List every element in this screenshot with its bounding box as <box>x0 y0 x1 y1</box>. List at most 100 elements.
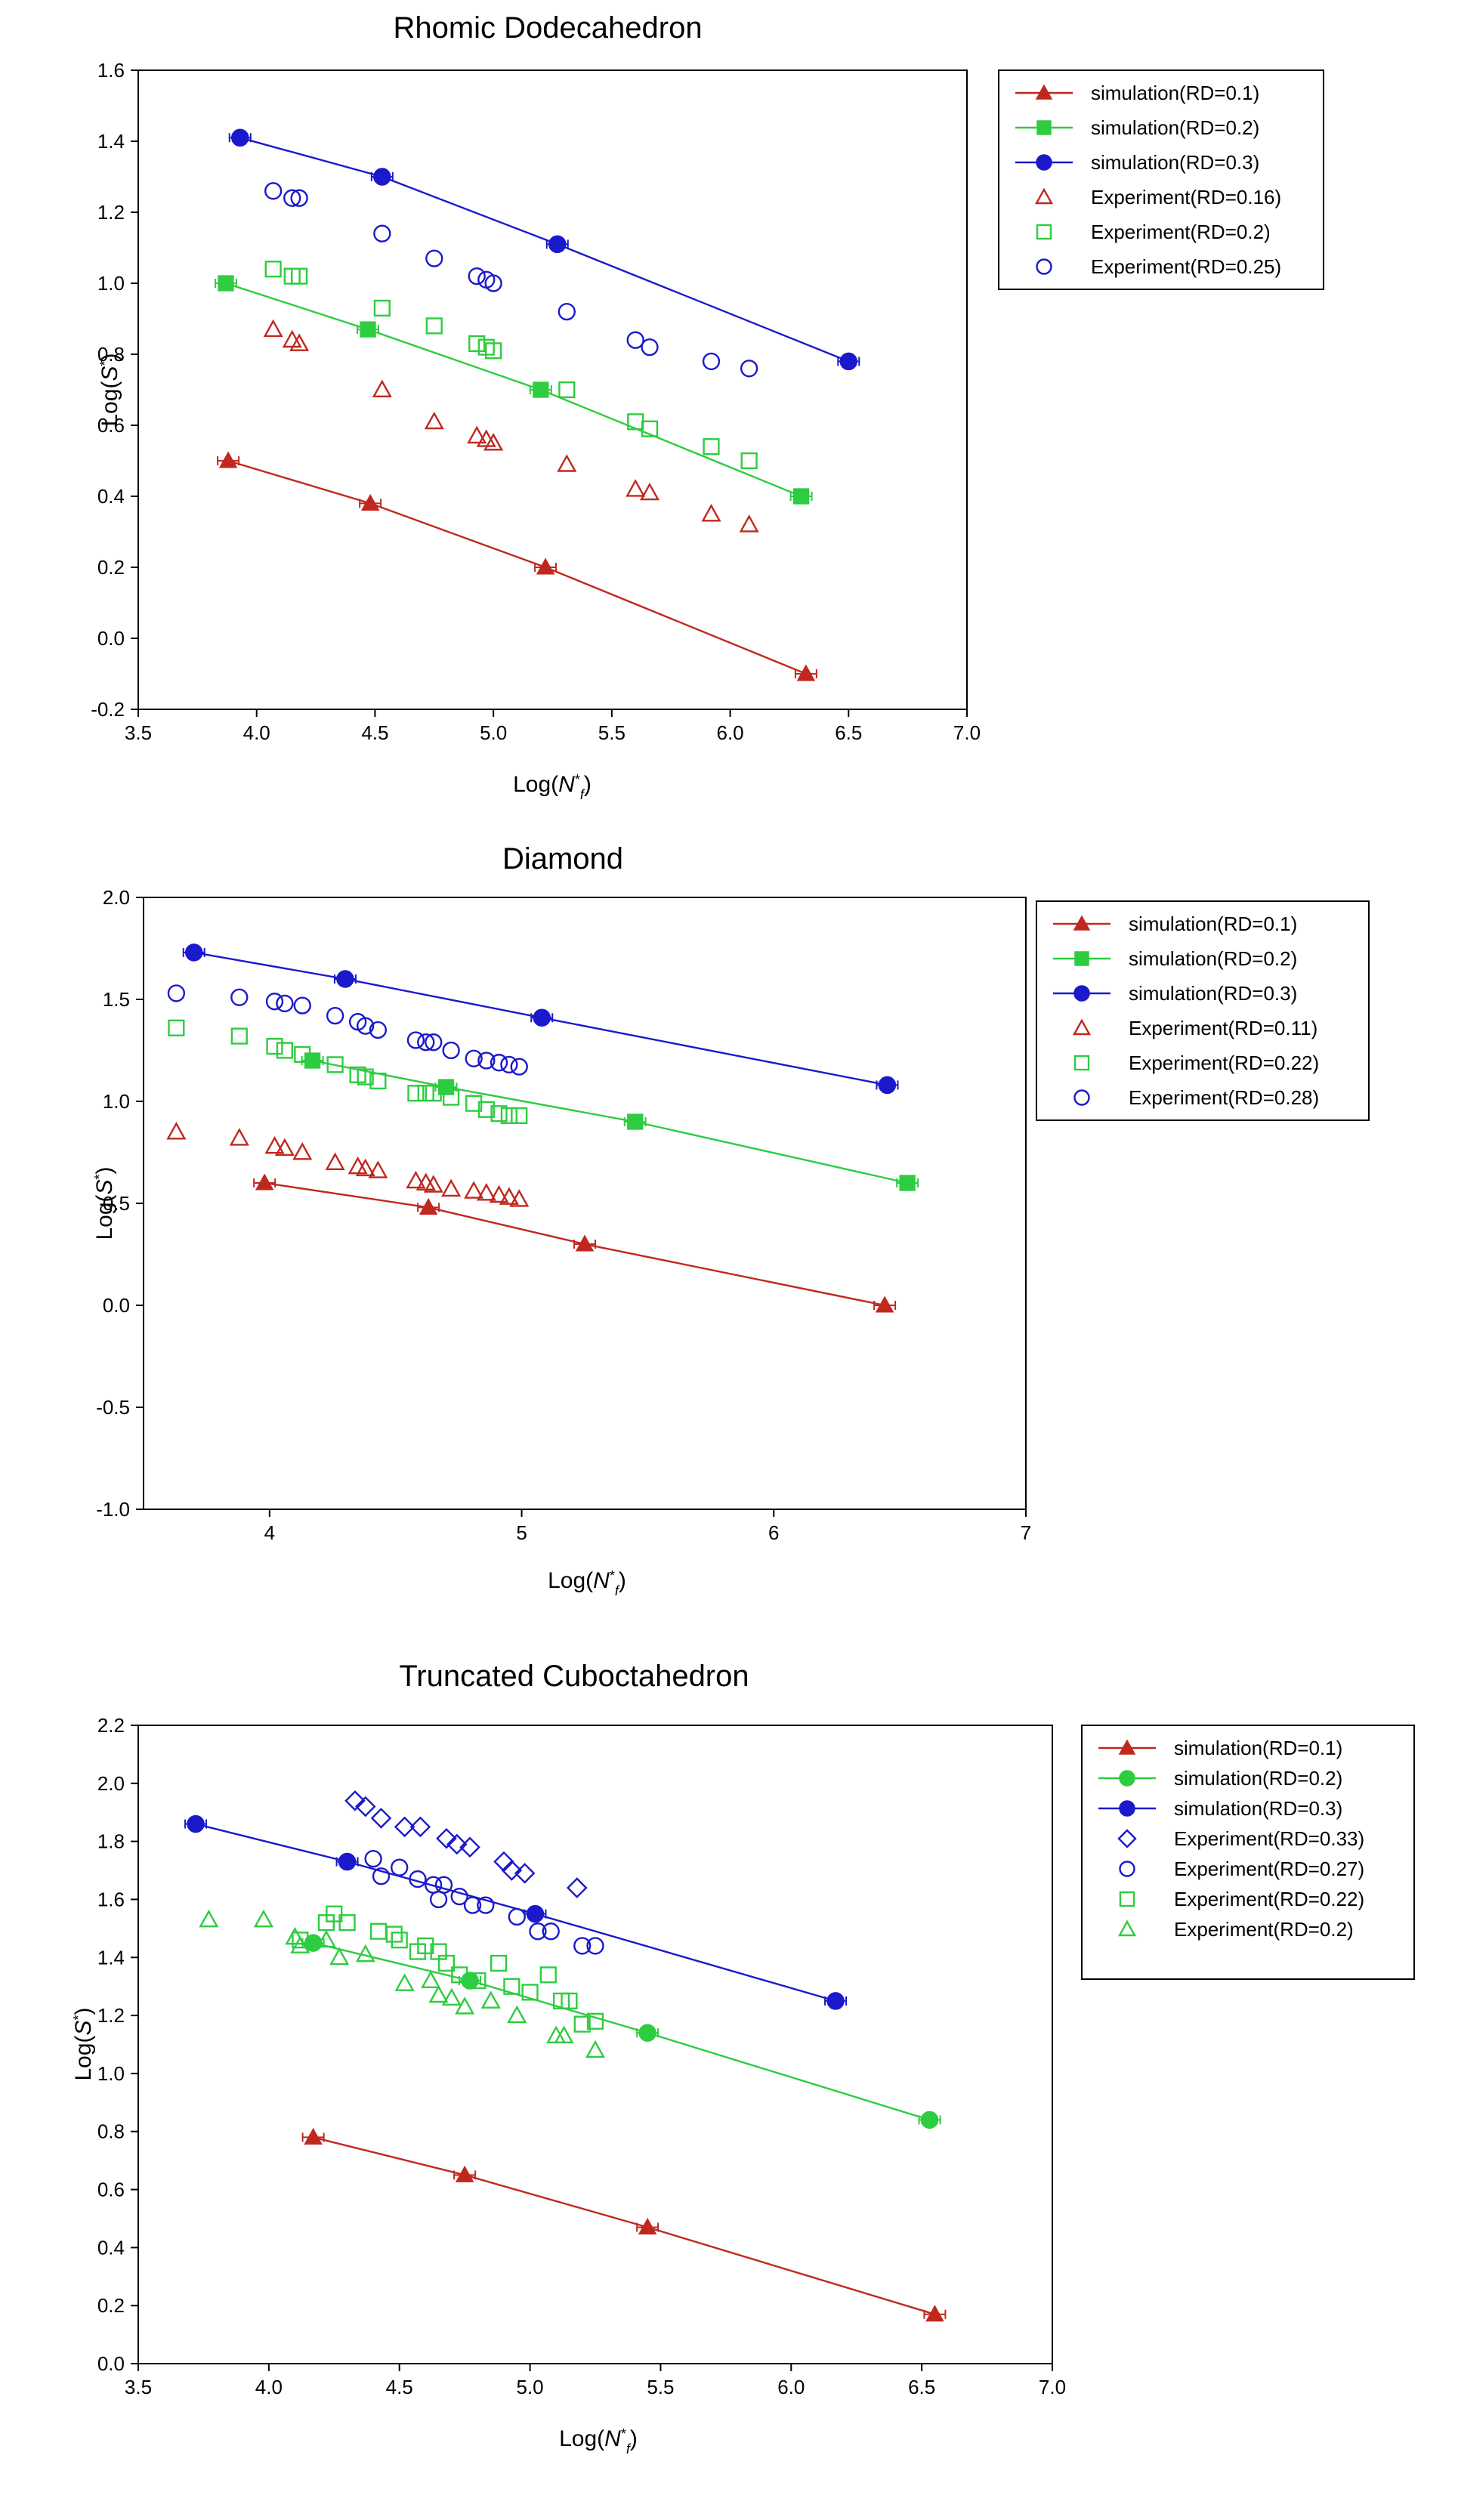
y-tick-label: 0.8 <box>97 343 125 366</box>
data-point <box>485 342 502 360</box>
data-point <box>500 1055 518 1074</box>
data-point <box>253 1909 273 1928</box>
series-3 <box>166 1122 530 1207</box>
legend-items: simulation(RD=0.1) simulation(RD=0.2) simu… <box>1053 913 1319 1109</box>
data-point <box>184 943 203 962</box>
legend: simulation(RD=0.1) simulation(RD=0.2) simu… <box>1036 900 1370 1121</box>
data-point <box>627 1113 644 1130</box>
data-point <box>899 1175 916 1191</box>
data-point <box>455 2165 474 2182</box>
data-point <box>385 1926 403 1943</box>
data-point <box>372 1867 391 1885</box>
data-point <box>586 2012 604 2030</box>
data-point <box>500 1107 517 1124</box>
y-tick-label: 1.6 <box>97 1888 125 1910</box>
chart-rhombic-dodecahedron: Rhomic Dodecahedron 3.5 4.0 4.5 5.0 5.5 6.0 6.… <box>91 11 1324 802</box>
data-point <box>638 2024 656 2042</box>
y-tick-label: 1.8 <box>97 1830 125 1853</box>
x-tick-label: 5.0 <box>480 721 507 744</box>
legend-label: Experiment(RD=0.27) <box>1174 1858 1364 1880</box>
data-point <box>533 381 549 398</box>
legend-label: Experiment(RD=0.33) <box>1174 1827 1364 1850</box>
chart-title: Diamond <box>502 842 623 876</box>
x-tick-label: 7.0 <box>953 721 981 744</box>
data-point <box>740 452 758 470</box>
data-point <box>230 1027 248 1045</box>
data-point <box>459 1836 480 1858</box>
data-point <box>326 1056 344 1073</box>
data-point <box>638 2217 657 2235</box>
legend-marker <box>1034 187 1054 205</box>
x-tick-label: 5.5 <box>598 721 626 744</box>
data-point <box>316 1929 336 1948</box>
legend-items: simulation(RD=0.1) simulation(RD=0.2) simu… <box>1015 82 1281 278</box>
data-point <box>218 275 234 292</box>
data-point <box>294 1045 311 1063</box>
series-0 <box>217 451 817 681</box>
series-1 <box>214 275 813 505</box>
data-point <box>477 1101 495 1118</box>
x-axis-label: Log(N*f) <box>548 1568 626 1598</box>
series-line <box>227 459 807 675</box>
data-point <box>168 1019 185 1036</box>
data-point <box>357 1017 375 1035</box>
data-point <box>304 2127 323 2145</box>
data-point <box>264 261 282 278</box>
data-point <box>526 1904 545 1923</box>
data-point <box>434 1876 453 1894</box>
data-point <box>360 321 376 338</box>
data-point <box>421 1970 441 1989</box>
data-point <box>437 1954 456 1972</box>
y-axis-label: Log(S*) <box>92 1166 117 1240</box>
series-5 <box>167 984 528 1076</box>
data-point <box>409 1816 431 1838</box>
x-tick-label: 6.5 <box>835 721 862 744</box>
y-tick-label: 1.4 <box>97 130 125 153</box>
data-point <box>425 249 443 267</box>
y-tick-label: 2.0 <box>103 886 130 909</box>
legend-marker <box>1119 1770 1135 1787</box>
series-group <box>166 943 919 1313</box>
chart-title: Rhomic Dodecahedron <box>393 11 702 45</box>
legend-label: Experiment(RD=0.2) <box>1091 221 1271 243</box>
data-point <box>265 993 284 1011</box>
data-point <box>406 1170 426 1189</box>
data-point <box>557 454 577 472</box>
data-point <box>293 996 311 1014</box>
data-point <box>573 1937 592 1955</box>
data-point <box>230 988 249 1006</box>
data-point <box>477 1052 496 1070</box>
data-point <box>443 1089 460 1106</box>
data-point <box>573 2015 591 2033</box>
data-point <box>499 1187 519 1205</box>
data-point <box>464 1181 484 1199</box>
series-6 <box>199 1909 606 2058</box>
y-tick-label: 1.6 <box>97 59 125 82</box>
data-point <box>355 1944 375 1963</box>
series-line <box>313 2136 935 2315</box>
data-point <box>406 1031 425 1049</box>
legend-label: Experiment(RD=0.25) <box>1091 255 1281 278</box>
data-point <box>626 479 646 497</box>
y-tick-label: 2.2 <box>97 1714 125 1737</box>
series-4 <box>338 1850 604 1955</box>
legend-label: simulation(RD=0.3) <box>1091 151 1259 174</box>
data-point <box>289 333 310 351</box>
legend-label: simulation(RD=0.2) <box>1174 1767 1342 1790</box>
legend-marker <box>1117 1829 1137 1848</box>
legend-marker <box>1119 1891 1135 1907</box>
data-point <box>304 1052 321 1069</box>
data-point <box>586 1937 604 1955</box>
data-point <box>364 1850 382 1868</box>
x-tick-label: 4 <box>264 1521 275 1544</box>
x-tick-label: 4.5 <box>361 721 388 744</box>
series-0 <box>253 1173 897 1313</box>
data-point <box>626 331 644 349</box>
data-point <box>369 1021 388 1039</box>
legend-marker <box>1119 1861 1135 1877</box>
y-tick-label: 0.0 <box>97 2352 125 2375</box>
y-tick-label: 0.8 <box>97 2120 125 2143</box>
data-point <box>465 1095 483 1112</box>
legend-label: simulation(RD=0.1) <box>1129 913 1297 935</box>
